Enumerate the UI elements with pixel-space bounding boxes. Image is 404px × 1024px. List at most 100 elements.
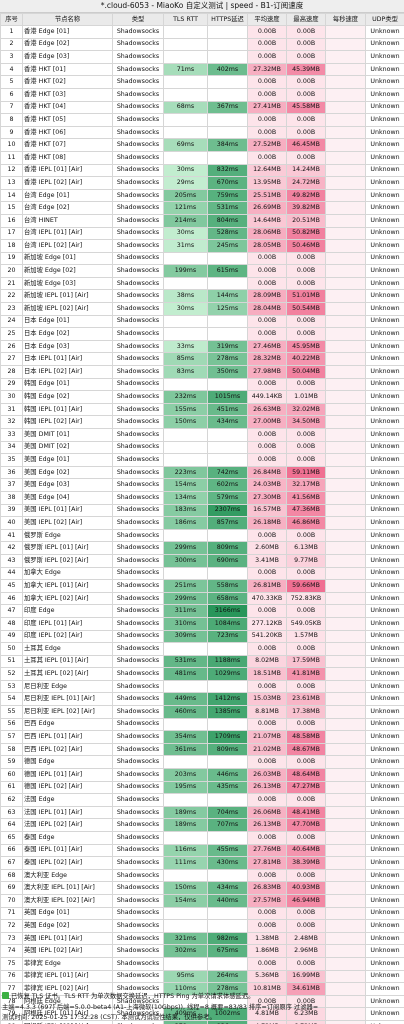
row-number: 54 <box>0 692 23 707</box>
https-delay: 1002ms <box>207 1007 248 1021</box>
max-speed: 0.00B <box>286 679 326 694</box>
row-number: 8 <box>0 113 23 127</box>
max-speed: 0.00B <box>286 276 326 291</box>
max-speed: 49.82MB <box>286 188 326 203</box>
node-type: Shadowsocks <box>112 705 164 719</box>
tls-rtt: 154ms <box>163 893 208 908</box>
speed-sparkline <box>325 805 366 820</box>
avg-speed: 449.14KB <box>247 390 287 404</box>
speed-sparkline <box>325 566 366 581</box>
: Unknown <box>365 730 404 744</box>
row-number: 36 <box>0 465 23 480</box>
column-header: 每秒速度 <box>325 13 366 26</box>
tls-rtt: 121ms <box>163 201 208 215</box>
avg-speed: 0.00B <box>247 831 287 845</box>
tls-rtt: 223ms <box>163 465 208 480</box>
https-delay: 434ms <box>207 881 248 895</box>
row-number: 17 <box>0 226 23 241</box>
table-row: 16 台湾 HINET Shadowsocks 214ms 804ms 14.64MB 20… <box>0 213 404 228</box>
row-number: 28 <box>0 365 23 379</box>
https-delay <box>207 50 248 64</box>
speed-sparkline <box>325 692 366 707</box>
node-name: 韩国 Edge [01] <box>22 377 113 392</box>
table-row: 31 韩国 IEPL [01] [Air] Shadowsocks 155ms 451m… <box>0 402 404 417</box>
row-number: 47 <box>0 604 23 618</box>
max-speed: 32.02MB <box>286 402 326 417</box>
tls-rtt <box>163 679 208 694</box>
node-type: Shadowsocks <box>112 768 164 782</box>
node-type: Shadowsocks <box>112 226 164 241</box>
node-name: 美国 Edge [03] <box>22 478 113 492</box>
max-speed: 41.81MB <box>286 667 326 681</box>
table-row: 65 泰国 Edge Shadowsocks 0.00B 0.00B Unknown <box>0 831 404 845</box>
max-speed: 0.00B <box>286 755 326 770</box>
node-name: 美国 DMIT [02] <box>22 440 113 455</box>
: Unknown <box>365 163 404 178</box>
https-delay: 982ms <box>207 931 248 946</box>
node-type: Shadowsocks <box>112 591 164 606</box>
max-speed: 48.58MB <box>286 730 326 744</box>
speed-sparkline <box>325 768 366 782</box>
node-type: Shadowsocks <box>112 150 164 165</box>
node-name: 巴西 Edge <box>22 717 113 732</box>
node-type: Shadowsocks <box>112 188 164 203</box>
: Unknown <box>365 276 404 291</box>
https-delay: 278ms <box>207 352 248 367</box>
max-speed: 0.00B <box>286 37 326 52</box>
row-number: 38 <box>0 490 23 505</box>
node-type: Shadowsocks <box>112 264 164 278</box>
table-row: 37 美国 Edge [03] Shadowsocks 154ms 602ms 24.03… <box>0 478 404 492</box>
speed-sparkline <box>325 906 366 921</box>
avg-speed: 25.51MB <box>247 188 287 203</box>
max-speed: 59.11MB <box>286 465 326 480</box>
: Unknown <box>365 528 404 543</box>
https-delay: 402ms <box>207 62 248 77</box>
: Unknown <box>365 856 404 870</box>
row-number: 42 <box>0 541 23 555</box>
node-type: Shadowsocks <box>112 969 164 984</box>
table-row: 9 香港 HKT [06] Shadowsocks 0.00B 0.00B Unknown <box>0 125 404 140</box>
table-row: 40 美国 IEPL [02] [Air] Shadowsocks 186ms 857m… <box>0 516 404 530</box>
avg-speed: 26.18MB <box>247 516 287 530</box>
: Unknown <box>365 893 404 908</box>
max-speed: 39.82MB <box>286 201 326 215</box>
speed-sparkline <box>325 302 366 316</box>
avg-speed: 26.06MB <box>247 805 287 820</box>
speed-sparkline <box>325 188 366 203</box>
: Unknown <box>365 201 404 215</box>
max-speed: 50.46MB <box>286 239 326 253</box>
footer: 已恢复 TLS 证书。TLS RTT 为单次数据交换延迟，HTTPS Ping … <box>0 992 404 1024</box>
node-name: 澳大利亚 IEPL [02] [Air] <box>22 893 113 908</box>
row-number: 63 <box>0 805 23 820</box>
speed-sparkline <box>325 415 366 429</box>
max-speed: 20.51MB <box>286 213 326 228</box>
row-number: 45 <box>0 579 23 593</box>
max-speed: 34.50MB <box>286 415 326 429</box>
avg-speed: 0.00B <box>247 642 287 656</box>
node-type: Shadowsocks <box>112 944 164 958</box>
node-name: 尼日利亚 Edge <box>22 679 113 694</box>
tls-rtt: 299ms <box>163 591 208 606</box>
tls-rtt: 116ms <box>163 843 208 858</box>
avg-speed: 0.00B <box>247 679 287 694</box>
: Unknown <box>365 566 404 581</box>
: Unknown <box>365 50 404 64</box>
node-type: Shadowsocks <box>112 352 164 367</box>
node-type: Shadowsocks <box>112 755 164 770</box>
node-type: Shadowsocks <box>112 302 164 316</box>
table-row: 42 俄罗斯 IEPL [01] [Air] Shadowsocks 299ms 809… <box>0 541 404 555</box>
tls-rtt: 302ms <box>163 944 208 958</box>
https-delay <box>207 440 248 455</box>
node-type: Shadowsocks <box>112 428 164 442</box>
avg-speed: 26.03MB <box>247 768 287 782</box>
https-delay <box>207 679 248 694</box>
speed-sparkline <box>325 604 366 618</box>
node-name: 尼日利亚 IEPL [01] [Air] <box>22 692 113 707</box>
node-type: Shadowsocks <box>112 100 164 115</box>
avg-speed: 0.00B <box>247 87 287 102</box>
row-number: 6 <box>0 87 23 102</box>
result-table: 序号 节点名称 类型 TLS RTT HTTPS延迟 平均速度 最高速度 每秒速度 UDP类型 … <box>0 13 404 1024</box>
node-name: 美国 IEPL [01] [Air] <box>22 503 113 518</box>
tls-rtt: 199ms <box>163 264 208 278</box>
column-header: 序号 <box>0 13 23 26</box>
